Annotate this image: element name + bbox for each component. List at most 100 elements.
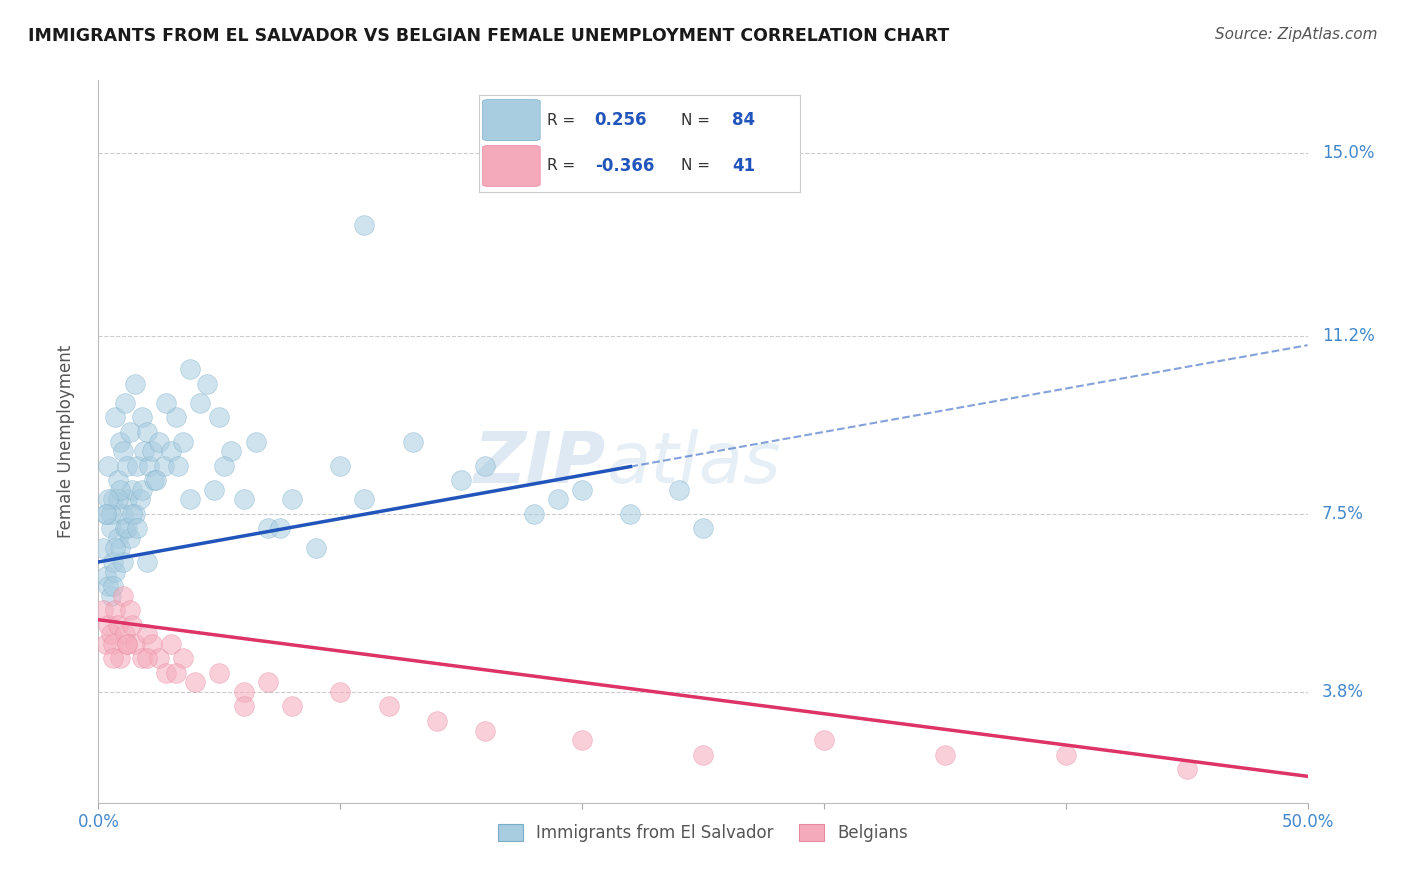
Point bbox=[281, 699, 304, 714]
Legend: Immigrants from El Salvador, Belgians: Immigrants from El Salvador, Belgians bbox=[491, 817, 915, 848]
Point bbox=[813, 733, 835, 747]
Point bbox=[111, 555, 134, 569]
Point bbox=[474, 723, 496, 738]
Point bbox=[232, 685, 254, 699]
Point bbox=[124, 376, 146, 391]
Point bbox=[117, 492, 139, 507]
Point bbox=[104, 603, 127, 617]
Text: 15.0%: 15.0% bbox=[1322, 144, 1375, 161]
Point bbox=[117, 521, 139, 535]
Point bbox=[131, 483, 153, 497]
Point bbox=[117, 458, 139, 473]
Point bbox=[281, 492, 304, 507]
Point bbox=[135, 627, 157, 641]
Point bbox=[188, 396, 211, 410]
Point bbox=[94, 569, 117, 583]
Point bbox=[172, 651, 194, 665]
Point bbox=[107, 531, 129, 545]
Point bbox=[934, 747, 956, 762]
Point bbox=[94, 507, 117, 521]
Point bbox=[523, 507, 546, 521]
Point bbox=[124, 637, 146, 651]
Point bbox=[135, 651, 157, 665]
Point bbox=[100, 589, 122, 603]
Point bbox=[97, 458, 120, 473]
Point bbox=[100, 627, 122, 641]
Text: 11.2%: 11.2% bbox=[1322, 326, 1375, 344]
Point bbox=[134, 444, 156, 458]
Point bbox=[104, 565, 127, 579]
Point bbox=[101, 637, 124, 651]
Point bbox=[138, 458, 160, 473]
Point bbox=[692, 521, 714, 535]
Point bbox=[121, 617, 143, 632]
Point bbox=[402, 434, 425, 449]
Point bbox=[124, 507, 146, 521]
Point bbox=[145, 473, 167, 487]
Point bbox=[179, 492, 201, 507]
Point bbox=[91, 541, 114, 555]
Point bbox=[111, 444, 134, 458]
Point bbox=[619, 507, 641, 521]
Point bbox=[97, 492, 120, 507]
Point bbox=[179, 362, 201, 376]
Text: Source: ZipAtlas.com: Source: ZipAtlas.com bbox=[1215, 27, 1378, 42]
Point bbox=[232, 492, 254, 507]
Point bbox=[107, 492, 129, 507]
Point bbox=[152, 458, 174, 473]
Point bbox=[114, 396, 136, 410]
Point bbox=[1054, 747, 1077, 762]
Point bbox=[148, 434, 170, 449]
Point bbox=[269, 521, 291, 535]
Point bbox=[97, 579, 120, 593]
Point bbox=[101, 651, 124, 665]
Point bbox=[100, 521, 122, 535]
Point bbox=[208, 410, 231, 425]
Point bbox=[101, 555, 124, 569]
Point bbox=[450, 473, 472, 487]
Point bbox=[94, 637, 117, 651]
Point bbox=[107, 617, 129, 632]
Text: IMMIGRANTS FROM EL SALVADOR VS BELGIAN FEMALE UNEMPLOYMENT CORRELATION CHART: IMMIGRANTS FROM EL SALVADOR VS BELGIAN F… bbox=[28, 27, 949, 45]
Point bbox=[101, 579, 124, 593]
Point bbox=[111, 589, 134, 603]
Point bbox=[426, 714, 449, 728]
Point bbox=[305, 541, 328, 555]
Point bbox=[141, 444, 163, 458]
Point bbox=[165, 665, 187, 680]
Point bbox=[121, 507, 143, 521]
Y-axis label: Female Unemployment: Female Unemployment bbox=[56, 345, 75, 538]
Point bbox=[107, 473, 129, 487]
Point bbox=[135, 555, 157, 569]
Point bbox=[329, 458, 352, 473]
Text: atlas: atlas bbox=[606, 429, 780, 498]
Point bbox=[127, 521, 149, 535]
Point bbox=[121, 483, 143, 497]
Point bbox=[474, 458, 496, 473]
Point bbox=[377, 699, 399, 714]
Point bbox=[221, 444, 243, 458]
Point bbox=[91, 603, 114, 617]
Point bbox=[160, 637, 183, 651]
Point bbox=[353, 492, 375, 507]
Point bbox=[571, 733, 593, 747]
Point bbox=[118, 531, 141, 545]
Point bbox=[184, 675, 207, 690]
Point bbox=[212, 458, 235, 473]
Point bbox=[155, 665, 177, 680]
Point bbox=[114, 521, 136, 535]
Point bbox=[131, 651, 153, 665]
Point bbox=[118, 425, 141, 439]
Point bbox=[118, 603, 141, 617]
Point bbox=[100, 507, 122, 521]
Point bbox=[571, 483, 593, 497]
Point bbox=[108, 434, 131, 449]
Point bbox=[232, 699, 254, 714]
Point bbox=[94, 507, 117, 521]
Point bbox=[204, 483, 226, 497]
Point bbox=[329, 685, 352, 699]
Point bbox=[128, 492, 150, 507]
Point bbox=[104, 410, 127, 425]
Point bbox=[101, 492, 124, 507]
Point bbox=[117, 637, 139, 651]
